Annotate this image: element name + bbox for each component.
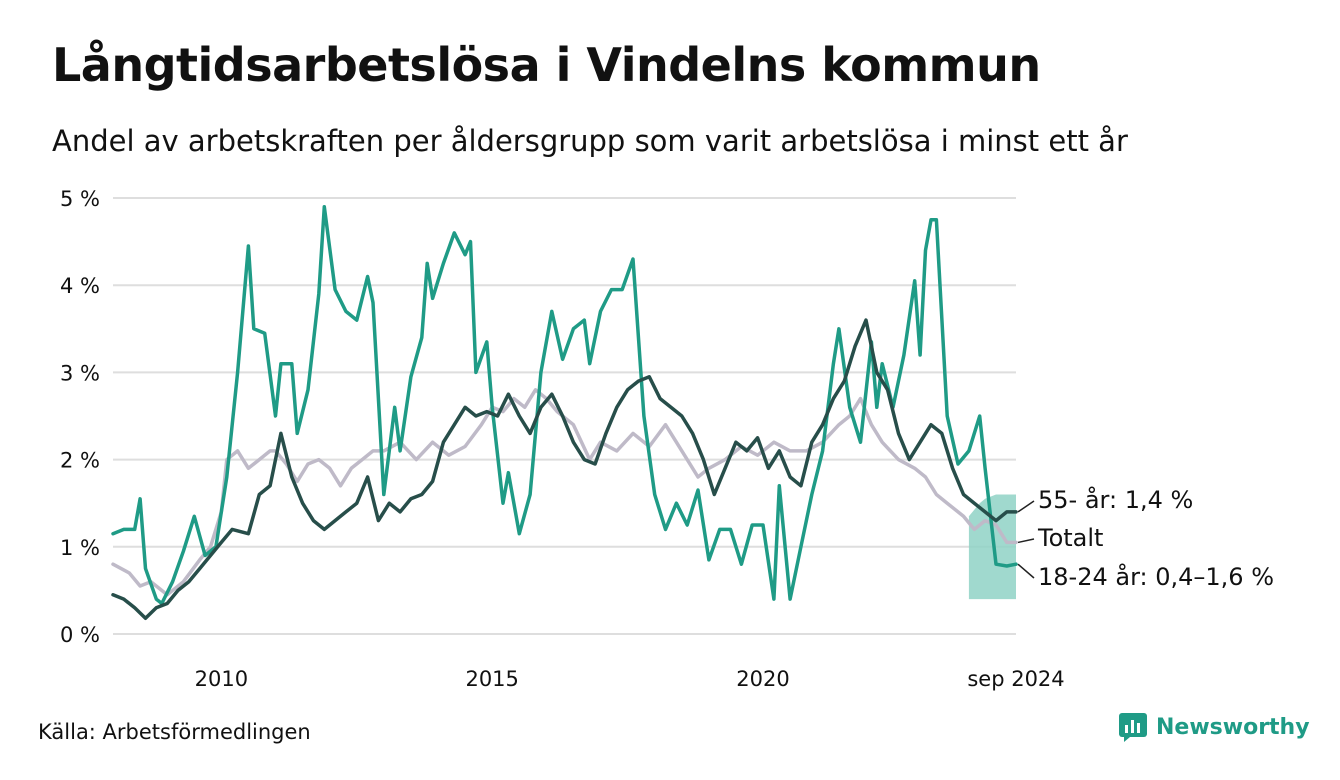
chart-title: Långtidsarbetslösa i Vindelns kommun bbox=[52, 38, 1041, 92]
x-tick-label: 2020 bbox=[736, 667, 789, 691]
label-total: Totalt bbox=[1037, 524, 1103, 552]
y-tick-label: 2 % bbox=[60, 449, 100, 473]
brand-logo: Newsworthy bbox=[1118, 712, 1310, 742]
chart-subtitle: Andel av arbetskraften per åldersgrupp s… bbox=[52, 124, 1128, 158]
series-55plus-line bbox=[111, 318, 1018, 621]
y-tick-label: 1 % bbox=[60, 536, 100, 560]
x-tick-label: sep 2024 bbox=[967, 667, 1064, 691]
label-55plus: 55- år: 1,4 % bbox=[1038, 485, 1193, 514]
label-connector bbox=[1017, 538, 1035, 544]
y-tick-label: 3 % bbox=[60, 361, 100, 385]
grid bbox=[113, 197, 1016, 635]
y-tick-label: 4 % bbox=[60, 274, 100, 298]
source-note: Källa: Arbetsförmedlingen bbox=[38, 720, 311, 744]
series-total-line bbox=[111, 388, 1018, 597]
series-lines bbox=[111, 204, 1018, 621]
y-tick-label: 5 % bbox=[60, 187, 100, 211]
x-axis-ticks: 2010 2015 2020 sep 2024 bbox=[195, 667, 1065, 691]
y-axis-ticks: 0 % 1 % 2 % 3 % 4 % 5 % bbox=[60, 187, 100, 647]
y-tick-label: 0 % bbox=[60, 623, 100, 647]
label-connector bbox=[1017, 563, 1035, 579]
newsworthy-logo-icon bbox=[1119, 713, 1147, 742]
series-youth-line bbox=[111, 204, 1018, 606]
label-connector bbox=[1017, 500, 1035, 513]
x-tick-label: 2015 bbox=[465, 667, 518, 691]
label-youth: 18-24 år: 0,4–1,6 % bbox=[1038, 562, 1274, 591]
series-end-labels: Totalt 55- år: 1,4 % 18-24 år: 0,4–1,6 % bbox=[1017, 485, 1274, 591]
x-tick-label: 2010 bbox=[195, 667, 248, 691]
brand-name: Newsworthy bbox=[1156, 714, 1310, 740]
